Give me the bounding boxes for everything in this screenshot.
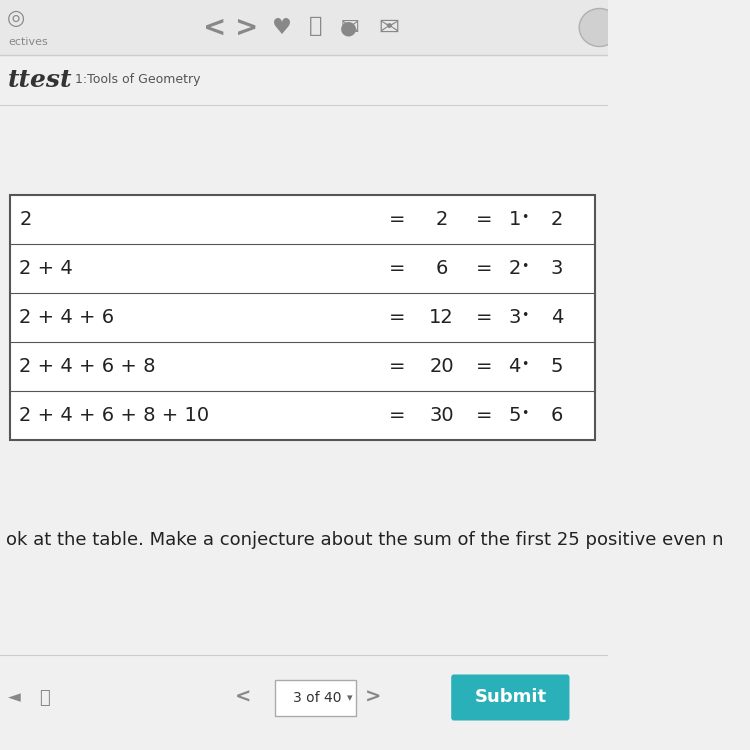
Text: =: = xyxy=(388,357,405,376)
Text: •: • xyxy=(521,407,529,420)
Text: =: = xyxy=(476,210,493,229)
Text: •: • xyxy=(521,309,529,322)
Text: ok at the table. Make a conjecture about the sum of the first 25 positive even n: ok at the table. Make a conjecture about… xyxy=(7,531,724,549)
Text: 2 + 4 + 6 + 8 + 10: 2 + 4 + 6 + 8 + 10 xyxy=(20,406,209,425)
Text: 20: 20 xyxy=(429,357,454,376)
Text: >: > xyxy=(364,688,381,707)
Text: 2 + 4: 2 + 4 xyxy=(20,259,74,278)
Text: =: = xyxy=(388,210,405,229)
Text: 6: 6 xyxy=(435,259,448,278)
Text: ✉: ✉ xyxy=(378,16,399,40)
Text: ⓘ: ⓘ xyxy=(39,688,50,706)
Text: =: = xyxy=(476,308,493,327)
Text: >: > xyxy=(236,13,259,41)
Text: 2: 2 xyxy=(435,210,448,229)
Text: 4: 4 xyxy=(550,308,563,327)
Text: 4: 4 xyxy=(509,357,520,376)
Text: 2: 2 xyxy=(509,259,520,278)
Text: <: < xyxy=(203,13,226,41)
Text: =: = xyxy=(476,406,493,425)
Text: ●: ● xyxy=(340,18,357,37)
Text: =: = xyxy=(388,259,405,278)
Text: ✉: ✉ xyxy=(340,17,359,38)
Text: 5: 5 xyxy=(550,357,563,376)
Text: •: • xyxy=(521,211,529,224)
Text: 3: 3 xyxy=(509,308,520,327)
Text: =: = xyxy=(388,406,405,425)
Text: 12: 12 xyxy=(429,308,454,327)
Text: ttest: ttest xyxy=(8,68,73,92)
Text: ◄: ◄ xyxy=(8,688,21,706)
Text: 2 + 4 + 6 + 8: 2 + 4 + 6 + 8 xyxy=(20,357,156,376)
Text: =: = xyxy=(476,357,493,376)
Text: =: = xyxy=(476,259,493,278)
Bar xyxy=(0,0,608,55)
Text: 1: 1 xyxy=(509,210,520,229)
Text: 2: 2 xyxy=(550,210,563,229)
Bar xyxy=(10,195,596,440)
Text: •: • xyxy=(521,358,529,371)
Text: •: • xyxy=(521,260,529,273)
Text: 3 of 40: 3 of 40 xyxy=(293,691,342,704)
Text: ⤢: ⤢ xyxy=(309,16,322,35)
Bar xyxy=(10,195,596,440)
Text: ▾: ▾ xyxy=(347,694,352,703)
FancyBboxPatch shape xyxy=(275,680,356,716)
Text: 3: 3 xyxy=(550,259,563,278)
Text: 30: 30 xyxy=(429,406,454,425)
Text: ectives: ectives xyxy=(8,37,48,47)
Ellipse shape xyxy=(579,8,620,46)
Text: 5: 5 xyxy=(509,406,520,425)
Text: 6: 6 xyxy=(550,406,563,425)
Text: =: = xyxy=(388,308,405,327)
Text: Submit: Submit xyxy=(474,688,547,706)
Text: ◎: ◎ xyxy=(7,8,25,28)
FancyBboxPatch shape xyxy=(452,674,569,721)
Text: 1:Tools of Geometry: 1:Tools of Geometry xyxy=(74,74,200,86)
Text: <: < xyxy=(235,688,251,707)
Text: ♥: ♥ xyxy=(272,17,292,38)
Text: 2: 2 xyxy=(20,210,32,229)
Text: 2 + 4 + 6: 2 + 4 + 6 xyxy=(20,308,115,327)
